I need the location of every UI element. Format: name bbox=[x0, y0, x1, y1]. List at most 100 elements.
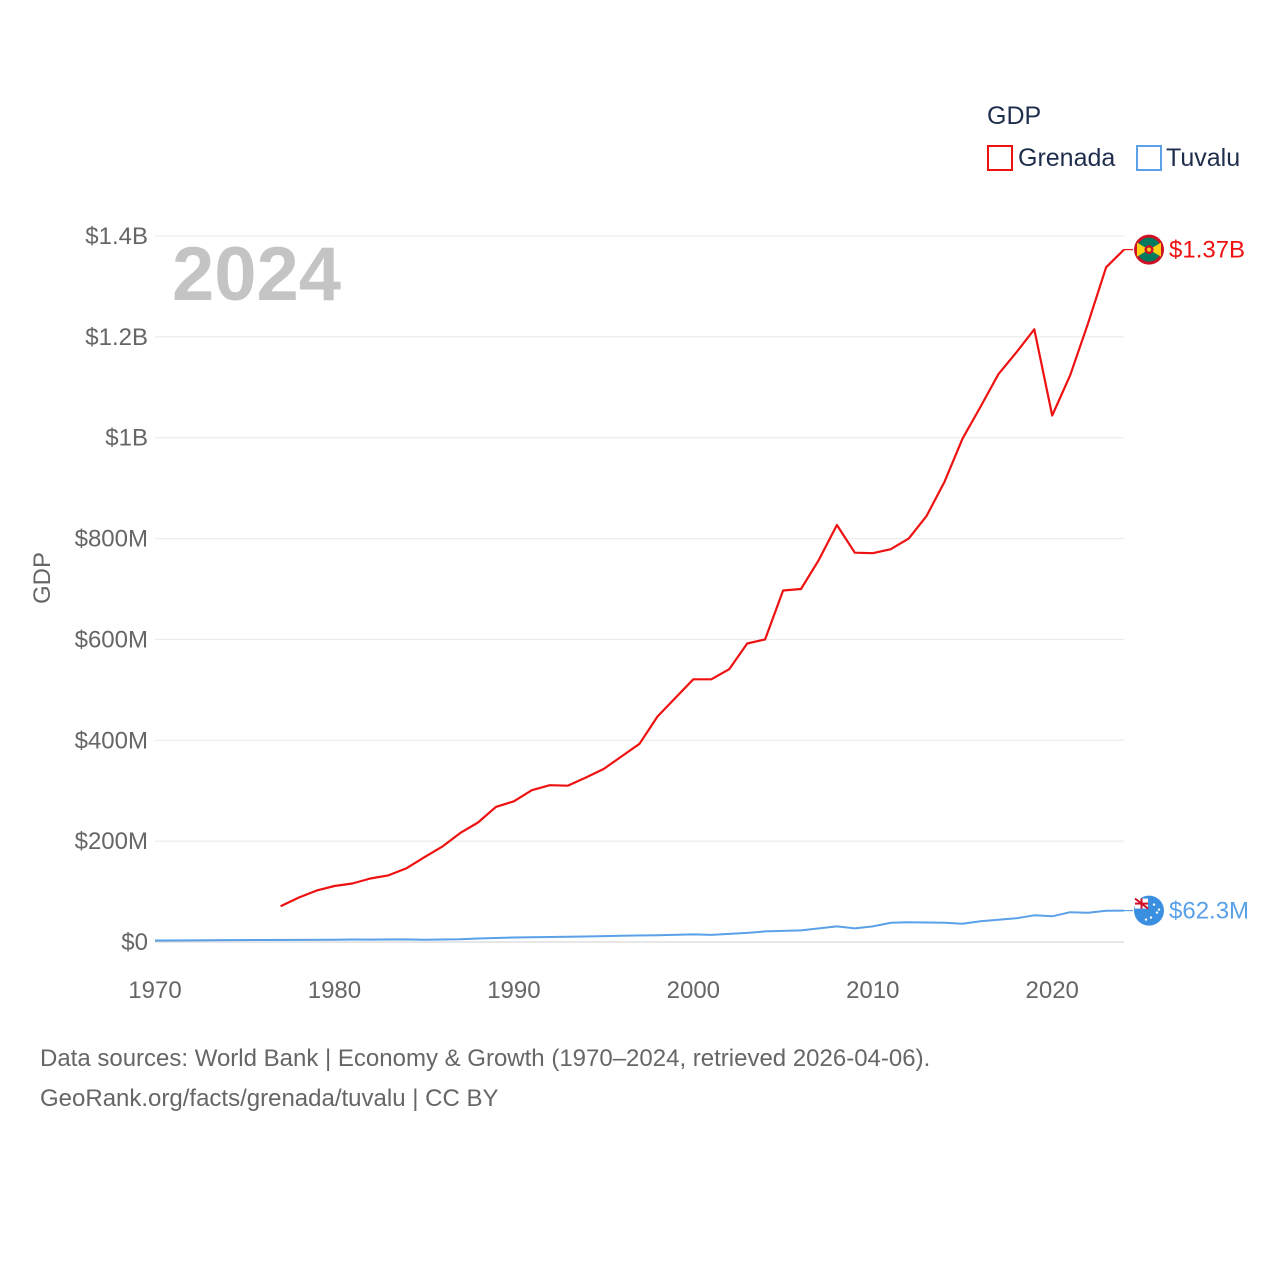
data-point-tuvalu[interactable] bbox=[547, 934, 553, 940]
data-point-tuvalu[interactable] bbox=[457, 936, 463, 942]
data-point-tuvalu[interactable] bbox=[977, 918, 983, 924]
data-point-grenada[interactable] bbox=[511, 798, 517, 804]
data-point-grenada[interactable] bbox=[1013, 350, 1019, 356]
data-point-grenada[interactable] bbox=[995, 371, 1001, 377]
legend-label-grenada: Grenada bbox=[1018, 144, 1115, 172]
y-tick-label: $800M bbox=[75, 526, 148, 553]
data-point-tuvalu[interactable] bbox=[475, 936, 481, 942]
data-point-grenada[interactable] bbox=[960, 436, 966, 442]
data-point-tuvalu[interactable] bbox=[888, 920, 894, 926]
data-point-tuvalu[interactable] bbox=[690, 931, 696, 937]
data-point-grenada[interactable] bbox=[493, 804, 499, 810]
data-point-tuvalu[interactable] bbox=[995, 917, 1001, 923]
data-point-grenada[interactable] bbox=[780, 588, 786, 594]
data-point-tuvalu[interactable] bbox=[1049, 913, 1055, 919]
data-point-tuvalu[interactable] bbox=[1103, 908, 1109, 914]
data-point-grenada[interactable] bbox=[601, 766, 607, 772]
data-point-tuvalu[interactable] bbox=[726, 931, 732, 937]
data-point-grenada[interactable] bbox=[278, 903, 284, 909]
data-point-grenada[interactable] bbox=[708, 676, 714, 682]
data-point-tuvalu[interactable] bbox=[296, 937, 302, 943]
data-point-grenada[interactable] bbox=[870, 550, 876, 556]
data-point-grenada[interactable] bbox=[583, 775, 589, 781]
data-point-tuvalu[interactable] bbox=[654, 932, 660, 938]
data-point-grenada[interactable] bbox=[672, 695, 678, 701]
data-point-tuvalu[interactable] bbox=[1085, 910, 1091, 916]
grenada-flag-icon bbox=[1134, 234, 1164, 265]
data-point-tuvalu[interactable] bbox=[260, 937, 266, 943]
data-point-grenada[interactable] bbox=[547, 782, 553, 788]
data-point-grenada[interactable] bbox=[690, 676, 696, 682]
data-point-tuvalu[interactable] bbox=[421, 937, 427, 943]
series-grenada bbox=[278, 248, 1125, 909]
data-point-grenada[interactable] bbox=[619, 753, 625, 759]
data-point-tuvalu[interactable] bbox=[1067, 909, 1073, 915]
data-point-grenada[interactable] bbox=[1031, 326, 1037, 332]
data-point-grenada[interactable] bbox=[798, 586, 804, 592]
data-point-grenada[interactable] bbox=[529, 787, 535, 793]
data-point-grenada[interactable] bbox=[1085, 320, 1091, 326]
legend: GDP Grenada Tuvalu bbox=[987, 102, 1240, 172]
data-point-tuvalu[interactable] bbox=[852, 925, 858, 931]
data-point-grenada[interactable] bbox=[637, 741, 643, 747]
data-point-grenada[interactable] bbox=[296, 895, 302, 901]
x-tick-label: 1990 bbox=[487, 977, 540, 1004]
data-point-tuvalu[interactable] bbox=[870, 923, 876, 929]
data-point-tuvalu[interactable] bbox=[762, 928, 768, 934]
data-point-tuvalu[interactable] bbox=[619, 933, 625, 939]
data-point-grenada[interactable] bbox=[367, 876, 373, 882]
data-point-grenada[interactable] bbox=[924, 513, 930, 519]
data-point-grenada[interactable] bbox=[1103, 264, 1109, 270]
data-point-grenada[interactable] bbox=[439, 844, 445, 850]
end-labels: $1.37B $62.3M bbox=[1124, 234, 1249, 926]
data-point-tuvalu[interactable] bbox=[583, 934, 589, 940]
data-point-grenada[interactable] bbox=[403, 865, 409, 871]
data-point-tuvalu[interactable] bbox=[403, 936, 409, 942]
data-point-grenada[interactable] bbox=[457, 830, 463, 836]
data-point-grenada[interactable] bbox=[744, 641, 750, 647]
data-point-grenada[interactable] bbox=[977, 404, 983, 410]
series-line-grenada[interactable] bbox=[280, 248, 1125, 908]
data-point-tuvalu[interactable] bbox=[349, 937, 355, 943]
data-point-tuvalu[interactable] bbox=[224, 937, 230, 943]
data-point-tuvalu[interactable] bbox=[798, 927, 804, 933]
data-point-grenada[interactable] bbox=[331, 883, 337, 889]
data-point-tuvalu[interactable] bbox=[188, 937, 194, 943]
data-point-tuvalu[interactable] bbox=[565, 934, 571, 940]
data-point-grenada[interactable] bbox=[888, 546, 894, 552]
data-point-tuvalu[interactable] bbox=[152, 938, 158, 944]
legend-item-grenada[interactable]: Grenada bbox=[987, 144, 1115, 172]
data-point-grenada[interactable] bbox=[1049, 413, 1055, 419]
data-point-grenada[interactable] bbox=[421, 854, 427, 860]
data-point-grenada[interactable] bbox=[762, 636, 768, 642]
data-point-grenada[interactable] bbox=[942, 479, 948, 485]
footer-sources: Data sources: World Bank | Economy & Gro… bbox=[40, 1045, 931, 1072]
data-point-grenada[interactable] bbox=[475, 820, 481, 826]
data-point-grenada[interactable] bbox=[852, 550, 858, 556]
data-point-grenada[interactable] bbox=[349, 881, 355, 887]
data-point-tuvalu[interactable] bbox=[906, 919, 912, 925]
data-point-grenada[interactable] bbox=[726, 666, 732, 672]
data-point-grenada[interactable] bbox=[834, 522, 840, 528]
data-point-tuvalu[interactable] bbox=[331, 937, 337, 943]
footer-credit[interactable]: GeoRank.org/facts/grenada/tuvalu | CC BY bbox=[40, 1085, 499, 1112]
y-axis: $0 $200M $400M $600M $800M $1B $1.2B $1.4B bbox=[75, 223, 148, 956]
data-point-tuvalu[interactable] bbox=[1013, 915, 1019, 921]
data-point-tuvalu[interactable] bbox=[708, 932, 714, 938]
data-point-grenada[interactable] bbox=[654, 714, 660, 720]
data-point-grenada[interactable] bbox=[1067, 372, 1073, 378]
data-point-tuvalu[interactable] bbox=[511, 935, 517, 941]
data-point-grenada[interactable] bbox=[565, 783, 571, 789]
data-point-tuvalu[interactable] bbox=[960, 921, 966, 927]
data-point-tuvalu[interactable] bbox=[1031, 912, 1037, 918]
data-point-tuvalu[interactable] bbox=[367, 937, 373, 943]
legend-item-tuvalu[interactable]: Tuvalu bbox=[1136, 144, 1240, 172]
data-point-grenada[interactable] bbox=[906, 536, 912, 542]
data-point-grenada[interactable] bbox=[816, 557, 822, 563]
data-point-tuvalu[interactable] bbox=[942, 920, 948, 926]
series-line-tuvalu[interactable] bbox=[154, 909, 1125, 942]
data-point-tuvalu[interactable] bbox=[744, 930, 750, 936]
data-point-tuvalu[interactable] bbox=[834, 923, 840, 929]
data-point-grenada[interactable] bbox=[385, 872, 391, 878]
data-point-grenada[interactable] bbox=[314, 888, 320, 894]
